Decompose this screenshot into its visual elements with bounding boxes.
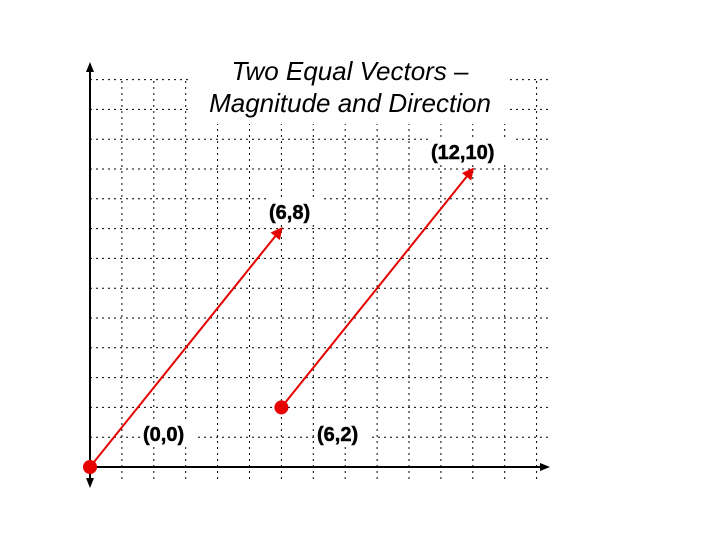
title-line-2: Magnitude and Direction <box>209 88 491 118</box>
vector-2-tail-dot <box>274 400 289 415</box>
vector-1-tail-dot <box>83 460 97 474</box>
title-background <box>192 52 510 124</box>
y-axis-arrow-up-icon <box>86 62 94 72</box>
title-line-1: Two Equal Vectors – <box>232 56 470 86</box>
label-tip2-background <box>428 138 512 164</box>
vector-2 <box>280 167 475 409</box>
label-tail2-background <box>314 420 370 446</box>
label-origin-background <box>140 420 196 446</box>
label-tip2: (12,10) <box>431 142 494 164</box>
label-origin: (0,0) <box>143 424 184 446</box>
label-tip1: (6,8) <box>269 202 310 224</box>
y-axis-arrow-down-icon <box>86 478 94 488</box>
x-axis-arrow-right-icon <box>540 463 550 471</box>
label-tip1-background <box>266 198 322 224</box>
vectors <box>83 167 475 474</box>
vector-1 <box>89 227 283 468</box>
label-tail2: (6,2) <box>317 424 358 446</box>
axes <box>84 62 550 488</box>
